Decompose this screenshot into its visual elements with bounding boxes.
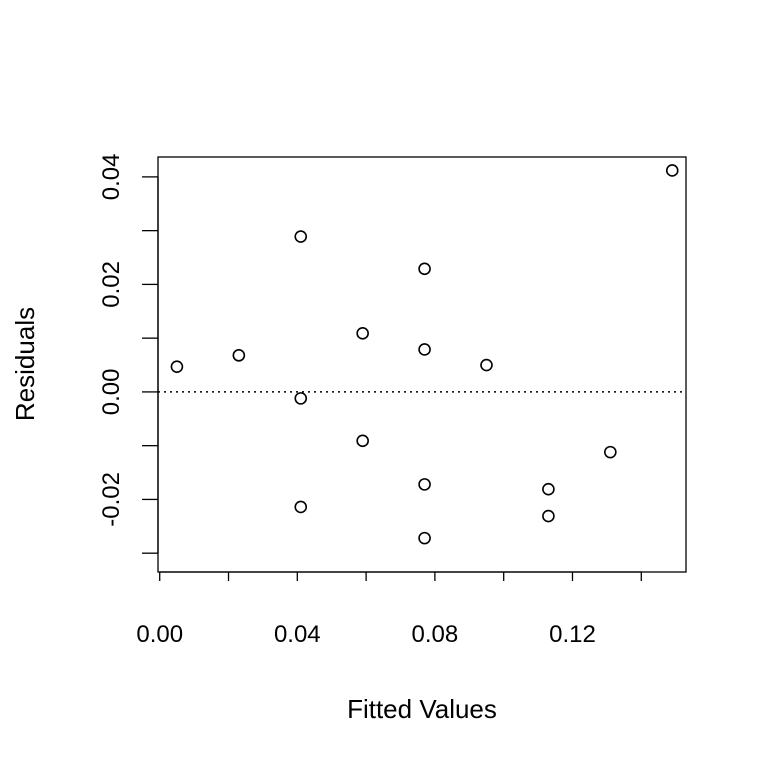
data-point <box>418 343 431 356</box>
data-point <box>604 445 617 459</box>
data-point <box>232 349 246 362</box>
y-tick-label: 0.00 <box>98 369 125 416</box>
x-tick-label: 0.04 <box>274 621 321 648</box>
data-point <box>418 531 431 545</box>
data-point <box>665 164 679 177</box>
y-tick-label: 0.02 <box>98 261 125 308</box>
data-point <box>356 327 369 340</box>
x-axis: 0.00 0.04 0.08 0.12 <box>136 571 642 648</box>
data-point <box>542 509 555 523</box>
data-point <box>170 360 184 373</box>
x-tick-label: 0.12 <box>549 621 596 648</box>
y-tick-label: 0.04 <box>98 154 125 201</box>
plot-frame <box>157 156 687 573</box>
x-tick-label: 0.08 <box>412 621 459 648</box>
data-point <box>542 482 555 496</box>
y-axis-title: Residuals <box>10 307 40 421</box>
data-point <box>480 358 493 372</box>
data-point <box>294 392 308 405</box>
x-axis-title: Fitted Values <box>347 694 497 724</box>
data-point <box>294 500 308 514</box>
data-point <box>294 230 308 243</box>
data-point <box>418 262 431 276</box>
data-point <box>356 434 369 448</box>
y-axis: -0.02 0.00 0.02 0.04 <box>98 154 159 554</box>
x-tick-label: 0.00 <box>136 621 183 648</box>
points-layer <box>170 164 679 545</box>
y-tick-label: -0.02 <box>98 472 125 527</box>
data-point <box>418 478 431 491</box>
